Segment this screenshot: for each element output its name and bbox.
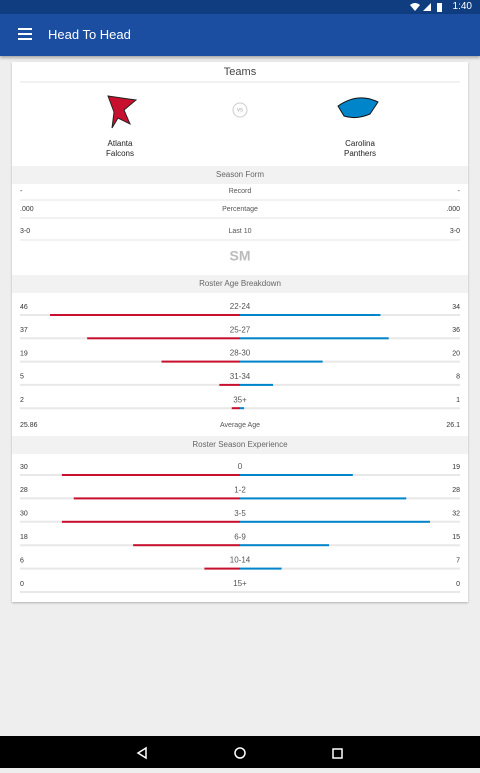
row-label: 3-5 bbox=[234, 509, 246, 518]
clock: 1:40 bbox=[452, 1, 472, 12]
menu-button[interactable] bbox=[18, 28, 32, 40]
team-logo bbox=[107, 95, 138, 129]
left-bar bbox=[161, 360, 240, 363]
right-bar bbox=[240, 544, 330, 547]
row-label: 31-34 bbox=[230, 372, 251, 381]
right-bar bbox=[240, 360, 323, 363]
nav-buttons bbox=[136, 746, 343, 760]
section-header bbox=[12, 166, 468, 184]
left-bar bbox=[204, 567, 240, 570]
app-title: Head To Head bbox=[48, 27, 131, 42]
row-label: Last 10 bbox=[229, 228, 252, 235]
left-bar bbox=[219, 383, 240, 386]
left-bar bbox=[231, 407, 240, 410]
right-value: 28 bbox=[452, 487, 460, 494]
left-value: 6 bbox=[20, 557, 24, 564]
left-value: 19 bbox=[20, 350, 28, 357]
section-header-text: Season Form bbox=[216, 170, 264, 179]
left-value: 18 bbox=[20, 534, 28, 541]
vs-text: vs bbox=[237, 108, 243, 114]
row-label: Average Age bbox=[220, 422, 260, 429]
left-value: 28 bbox=[20, 487, 28, 494]
row-label: 0 bbox=[238, 462, 243, 471]
right-value: 34 bbox=[452, 304, 460, 311]
right-bar bbox=[240, 567, 282, 570]
left-value: .000 bbox=[20, 206, 34, 213]
row-label: 22-24 bbox=[230, 302, 251, 311]
right-value: 0 bbox=[456, 581, 460, 588]
right-value: 32 bbox=[452, 511, 460, 518]
left-value: 30 bbox=[20, 511, 28, 518]
section-header bbox=[12, 436, 468, 454]
section-header bbox=[12, 275, 468, 293]
right-value: 3-0 bbox=[450, 228, 460, 235]
right-value: 36 bbox=[452, 327, 460, 334]
left-value: 30 bbox=[20, 464, 28, 471]
row-label: 25-27 bbox=[230, 325, 251, 334]
sm-logo: SM bbox=[230, 248, 251, 264]
section-header-text: Roster Age Breakdown bbox=[199, 279, 281, 288]
left-bar bbox=[61, 474, 240, 476]
nav-bar bbox=[0, 736, 480, 768]
team-name: Atlanta bbox=[108, 139, 133, 148]
right-value: 15 bbox=[452, 534, 460, 541]
left-bar bbox=[87, 337, 240, 340]
row-label: Record bbox=[229, 188, 252, 195]
right-bar bbox=[240, 383, 274, 386]
left-bar bbox=[61, 520, 240, 523]
recents-button[interactable] bbox=[332, 748, 343, 759]
right-value: 19 bbox=[452, 464, 460, 471]
row-label: 28-30 bbox=[230, 349, 251, 358]
left-value: 25.86 bbox=[20, 422, 38, 429]
right-bar bbox=[240, 520, 430, 523]
card-title: Teams bbox=[224, 66, 257, 78]
team-name: Carolina bbox=[345, 139, 375, 148]
back-button[interactable] bbox=[136, 746, 147, 760]
left-bar bbox=[73, 497, 240, 500]
right-value: 1 bbox=[456, 397, 460, 404]
right-value: 26.1 bbox=[446, 422, 460, 429]
left-value: 3-0 bbox=[20, 228, 30, 235]
left-value: 46 bbox=[20, 304, 28, 311]
status-bar: 1:40 bbox=[0, 0, 480, 14]
left-value: 2 bbox=[20, 397, 24, 404]
right-value: 20 bbox=[452, 350, 460, 357]
row-label: 1-2 bbox=[234, 486, 246, 495]
right-bar bbox=[240, 497, 407, 500]
row-label: 15+ bbox=[233, 579, 247, 588]
card: Teams vs Atlanta Falcons Carolina Panthers Sea… bbox=[12, 62, 468, 602]
app-bar: Head To Head bbox=[0, 14, 480, 56]
right-bar bbox=[240, 314, 381, 316]
section-header-text: Roster Season Experience bbox=[192, 440, 288, 449]
right-bar bbox=[240, 474, 353, 476]
team-name: Panthers bbox=[344, 149, 376, 158]
left-value: - bbox=[20, 188, 23, 195]
row-label: Percentage bbox=[222, 206, 258, 213]
status-icons bbox=[410, 3, 442, 12]
right-value: 7 bbox=[456, 557, 460, 564]
team-name: Falcons bbox=[106, 149, 134, 158]
left-value: 5 bbox=[20, 374, 24, 381]
row-label: 35+ bbox=[233, 395, 247, 404]
left-bar bbox=[133, 544, 240, 547]
left-value: 37 bbox=[20, 327, 28, 334]
right-value: .000 bbox=[446, 206, 460, 213]
row-label: 10-14 bbox=[230, 556, 251, 565]
team-logo bbox=[337, 97, 379, 119]
row-label: 6-9 bbox=[234, 532, 246, 541]
left-bar bbox=[50, 314, 240, 316]
right-value: - bbox=[458, 188, 461, 195]
vs-badge bbox=[232, 102, 248, 118]
right-bar bbox=[240, 407, 245, 410]
right-value: 8 bbox=[456, 374, 460, 381]
right-bar bbox=[240, 337, 389, 340]
home-button[interactable] bbox=[234, 747, 246, 759]
left-value: 0 bbox=[20, 581, 24, 588]
